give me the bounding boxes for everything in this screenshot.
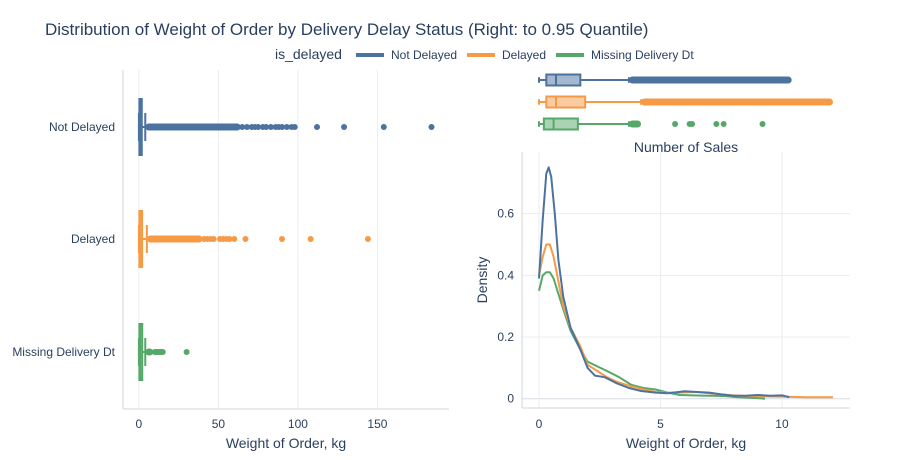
top-subplot-title: Number of Sales [634,139,738,155]
legend-label-not-delayed: Not Delayed [391,48,457,62]
density-line-delayed [538,243,833,399]
density-y-tick-label-0.6: 0.6 [497,207,514,221]
legend-item-not-delayed[interactable]: Not Delayed [356,48,457,62]
left-dense-outliers-not-delayed [145,123,241,131]
top-outlier-missing-delivery-dt-3 [713,121,720,127]
top-box-delayed [545,95,587,109]
left-x-tick-label-150: 150 [367,417,387,431]
left-y-tick-label-delayed: Delayed [71,232,115,246]
left-outlier-missing-delivery-dt-6 [183,349,190,355]
left-outlier-delayed-9 [242,236,249,242]
top-box-marks [538,73,833,131]
left-outlier-not-delayed-11 [283,124,290,130]
density-y-axis-label: Density [474,257,490,304]
left-x-tick-label-0: 0 [136,417,143,431]
density-line-not-delayed [538,166,790,399]
left-outlier-delayed-3 [210,236,217,242]
left-tick-labels: 0 50 100 150 Not Delayed Delayed Missing Deliv… [12,120,387,431]
density-y-tick-label-0.2: 0.2 [497,330,514,344]
top-box-missing-delivery-dt [542,117,579,131]
legend-item-delayed[interactable]: Delayed [467,48,546,62]
top-outlier-missing-delivery-dt-4 [720,121,727,127]
left-outlier-not-delayed-17 [428,124,435,130]
top-outlier-missing-delivery-dt-0 [672,121,679,127]
legend-item-missing-delivery-dt[interactable]: Missing Delivery Dt [556,48,694,62]
left-x-tick-label-100: 100 [288,417,308,431]
left-dense-outliers-delayed [146,235,203,243]
legend: is_delayed Not Delayed Delayed Missing D… [275,46,694,62]
density-x-tick-label-5: 5 [657,417,664,431]
top-dense-outliers-delayed [641,98,833,106]
left-outlier-not-delayed-4 [255,124,262,130]
density-gridlines [522,152,850,408]
top-box-not-delayed [545,73,582,87]
density-line-missing-delivery-dt [538,271,766,400]
left-dense-outliers-missing-delivery-dt [145,348,154,356]
left-outlier-delayed-7 [226,236,233,242]
left-outlier-not-delayed-6 [263,124,270,130]
left-boxplot-panel: 0 50 100 150 Not Delayed Delayed Missing Deliv… [12,70,449,451]
left-outlier-not-delayed-1 [244,124,251,130]
left-outlier-not-delayed-16 [380,124,387,130]
chart-title: Distribution of Weight of Order by Deliv… [45,20,648,39]
top-outlier-missing-delivery-dt-2 [689,121,696,127]
left-outlier-delayed-8 [231,236,238,242]
left-outlier-not-delayed-15 [341,124,348,130]
density-panel: 0 0.2 0.4 0.6 0 5 10 Weight of Order, kg Densi… [474,152,850,451]
legend-label-delayed: Delayed [502,48,546,62]
density-x-tick-label-10: 10 [775,417,789,431]
left-outlier-delayed-10 [279,236,286,242]
left-y-tick-label-not-delayed: Not Delayed [49,120,115,134]
density-x-tick-label-0: 0 [536,417,543,431]
legend-label-missing-delivery-dt: Missing Delivery Dt [591,48,694,62]
density-x-axis-label: Weight of Order, kg [626,435,746,451]
legend-title: is_delayed [275,46,342,62]
left-outlier-not-delayed-0 [239,124,246,130]
left-outlier-not-delayed-14 [314,124,321,130]
left-outlier-delayed-11 [307,236,314,242]
density-lines [538,166,833,400]
top-dense-outliers-missing-delivery-dt [628,120,642,128]
top-right-boxplot-panel: Number of Sales [538,73,833,155]
left-box-marks [137,98,435,381]
density-y-tick-label-0: 0 [507,392,514,406]
top-dense-outliers-not-delayed [628,76,792,84]
left-outlier-missing-delivery-dt-5 [159,349,166,355]
left-outlier-not-delayed-10 [279,124,286,130]
top-outlier-missing-delivery-dt-5 [759,121,766,127]
left-outlier-not-delayed-13 [291,124,298,130]
left-y-tick-label-missing-delivery-dt: Missing Delivery Dt [12,345,115,359]
density-y-tick-label-0.4: 0.4 [497,268,514,282]
density-tick-labels: 0 0.2 0.4 0.6 0 5 10 [497,207,789,431]
left-outlier-delayed-12 [364,236,371,242]
left-x-axis-label: Weight of Order, kg [226,435,346,451]
left-outlier-not-delayed-7 [267,124,274,130]
left-x-tick-label-50: 50 [212,417,226,431]
